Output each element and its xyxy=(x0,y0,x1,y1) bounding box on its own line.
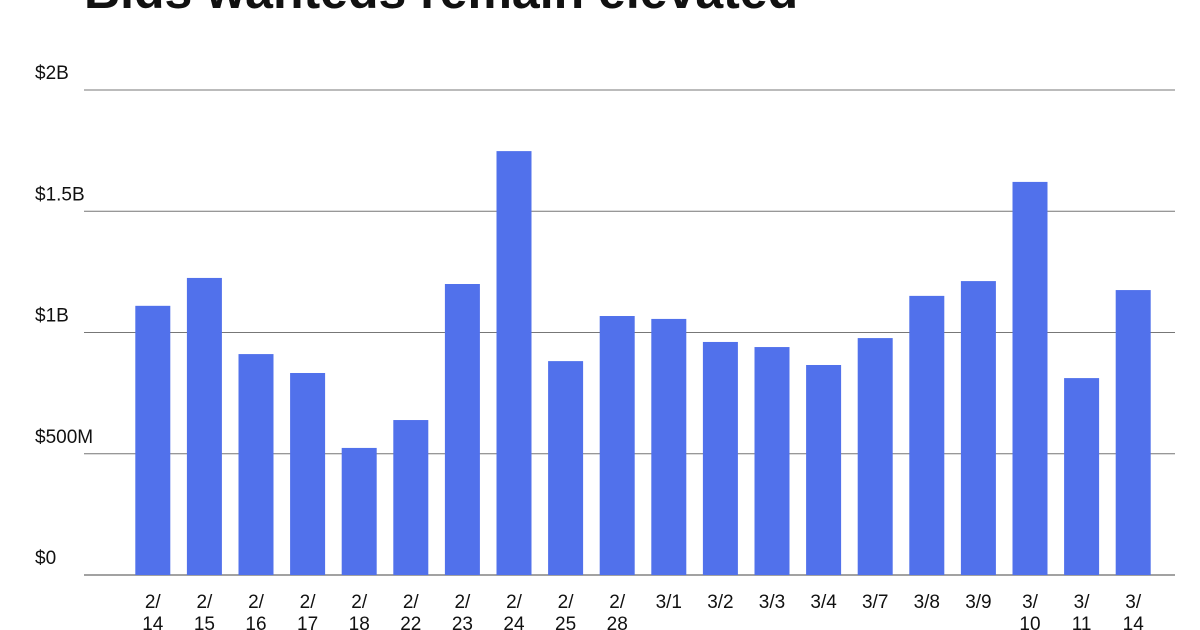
x-tick-label-line: 3/ xyxy=(1074,592,1091,613)
x-tick-label-line: 16 xyxy=(245,614,266,630)
chart-title: Bids wanteds remain elevated xyxy=(84,0,798,19)
x-tick-label: 2/23 xyxy=(452,592,473,630)
bar xyxy=(960,281,996,575)
x-tick-label-line: 22 xyxy=(400,614,421,630)
bar xyxy=(1064,378,1100,575)
x-tick-label-line: 2/ xyxy=(351,592,368,613)
y-tick-label: $1B xyxy=(35,306,69,327)
bar xyxy=(1012,181,1048,575)
bar xyxy=(1115,290,1151,575)
x-tick-label-line: 10 xyxy=(1019,614,1040,630)
bar xyxy=(393,420,429,575)
x-tick-label-line: 2/ xyxy=(196,592,213,613)
x-tick-label: 2/22 xyxy=(400,592,421,630)
x-tick-label: 3/7 xyxy=(862,592,888,613)
x-tick-label-line: 2/ xyxy=(145,592,162,613)
x-tick-label-line: 24 xyxy=(503,614,525,630)
x-tick-label: 2/24 xyxy=(503,592,525,630)
bar xyxy=(909,295,945,575)
x-tick-label: 2/15 xyxy=(194,592,215,630)
x-tick-label-line: 3/ xyxy=(1125,592,1142,613)
x-tick-label-line: 18 xyxy=(349,614,370,630)
x-tick-label: 3/4 xyxy=(810,592,837,613)
y-tick-label: $500M xyxy=(35,427,93,448)
x-tick-label: 3/3 xyxy=(759,592,785,613)
bar xyxy=(341,447,377,575)
x-tick-label: 2/28 xyxy=(607,592,628,630)
x-tick-label-line: 23 xyxy=(452,614,473,630)
bar xyxy=(806,364,842,575)
x-tick-label: 2/16 xyxy=(245,592,266,630)
bar xyxy=(135,305,171,575)
bar xyxy=(548,361,584,575)
x-tick-label: 2/14 xyxy=(142,592,164,630)
x-tick-label: 2/18 xyxy=(349,592,370,630)
x-tick-label: 3/10 xyxy=(1019,592,1040,630)
x-tick-label-line: 14 xyxy=(1123,614,1145,630)
bar xyxy=(238,354,274,575)
x-tick-label: 3/11 xyxy=(1072,592,1092,630)
x-tick-label-line: 2/ xyxy=(454,592,471,613)
x-tick-label-line: 2/ xyxy=(300,592,317,613)
x-tick-label: 2/17 xyxy=(297,592,318,630)
y-tick-label: $0 xyxy=(35,548,56,569)
x-tick-label-line: 15 xyxy=(194,614,215,630)
x-tick-label: 3/2 xyxy=(707,592,733,613)
x-tick-label: 3/1 xyxy=(656,592,682,613)
x-tick-label-line: 2/ xyxy=(609,592,626,613)
bar xyxy=(186,277,222,575)
x-tick-label: 2/25 xyxy=(555,592,576,630)
x-tick-label-line: 2/ xyxy=(558,592,575,613)
x-tick-label-line: 11 xyxy=(1072,614,1092,630)
x-tick-label-line: 25 xyxy=(555,614,576,630)
bar xyxy=(651,318,687,575)
y-tick-label: $1.5B xyxy=(35,184,85,205)
bar xyxy=(290,372,326,575)
x-tick-label: 3/8 xyxy=(914,592,940,613)
bar xyxy=(754,347,790,575)
x-tick-label-line: 3/ xyxy=(1022,592,1039,613)
x-tick-label: 3/14 xyxy=(1123,592,1145,630)
x-tick-label-line: 2/ xyxy=(248,592,265,613)
bar xyxy=(857,338,893,575)
bar xyxy=(599,316,635,575)
x-tick-label-line: 14 xyxy=(142,614,164,630)
x-tick-label-line: 2/ xyxy=(506,592,523,613)
bar xyxy=(496,151,532,576)
x-tick-label-line: 17 xyxy=(297,614,318,630)
x-tick-label-line: 28 xyxy=(607,614,628,630)
bar xyxy=(702,341,738,575)
bar xyxy=(444,284,480,575)
y-tick-label: $2B xyxy=(35,63,69,84)
x-tick-label-line: 2/ xyxy=(403,592,420,613)
x-tick-label: 3/9 xyxy=(965,592,991,613)
